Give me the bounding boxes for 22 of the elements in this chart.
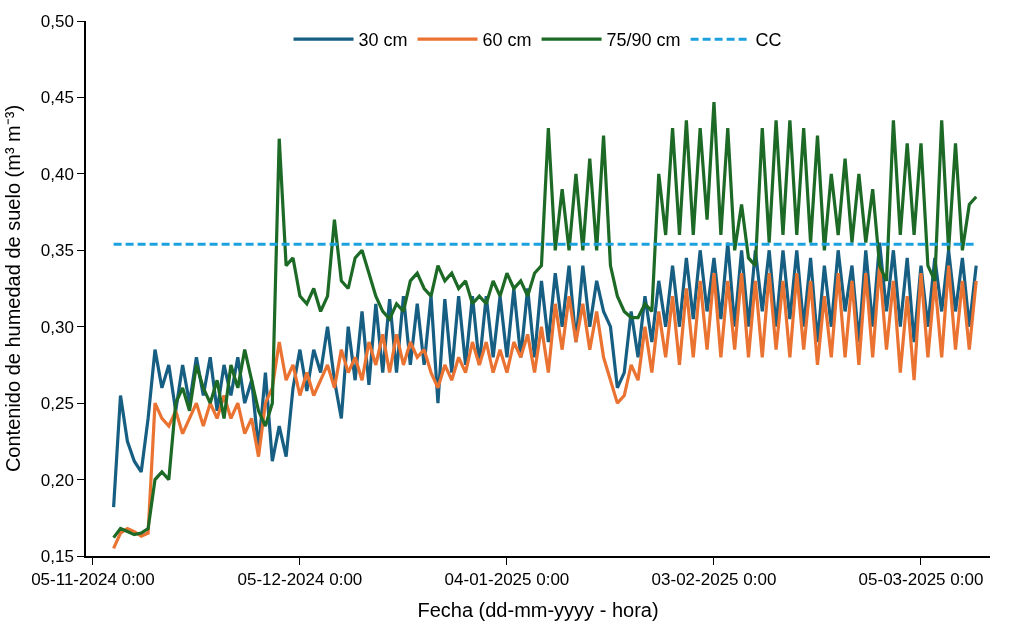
x-tick-label: 05-11-2024 0:00 <box>31 570 155 590</box>
y-tick-label: 0,20 <box>40 470 74 490</box>
legend-label: CC <box>755 30 782 51</box>
line-series <box>112 263 978 550</box>
x-tick-label: 03-02-2025 0:00 <box>651 570 777 590</box>
x-axis-title: Fecha (dd-mm-yyyy - hora) <box>417 599 659 622</box>
y-tick-label: 0,50 <box>40 11 74 31</box>
x-tick-label: 05-12-2024 0:00 <box>237 570 363 590</box>
y-tick-label: 0,40 <box>40 164 74 184</box>
y-tick-label: 0,45 <box>40 88 74 108</box>
line-series <box>112 100 978 540</box>
y-tick-label: 0,35 <box>40 241 74 261</box>
legend-label: 60 cm <box>482 30 532 51</box>
y-axis-title: Contenido de humedad de suelo (m³ m⁻³) <box>1 104 24 473</box>
line-series <box>112 241 978 509</box>
y-tick-label: 0,30 <box>40 317 74 337</box>
y-tick-label: 0,15 <box>40 546 74 566</box>
x-tick-label: 04-01-2025 0:00 <box>444 570 570 590</box>
legend-label: 75/90 cm <box>606 30 681 51</box>
legend-label: 30 cm <box>358 30 408 51</box>
y-tick-label: 0,25 <box>40 394 74 414</box>
x-tick-label: 05-03-2025 0:00 <box>858 570 984 590</box>
